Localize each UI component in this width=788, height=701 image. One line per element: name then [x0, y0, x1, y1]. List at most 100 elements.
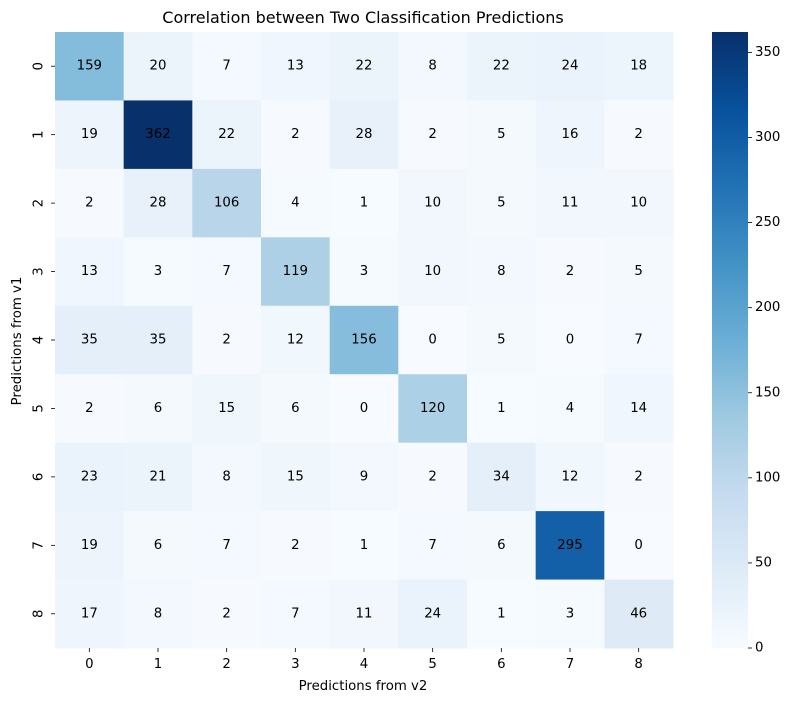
cell-value-label: 20: [150, 59, 167, 74]
cell-value-label: 2: [428, 469, 436, 484]
cell-value-label: 295: [557, 538, 582, 553]
x-tick-label: 8: [634, 657, 642, 672]
cell-value-label: 8: [154, 606, 162, 621]
heatmap-cell: [329, 168, 399, 238]
heatmap-cell: [398, 168, 468, 238]
cell-value-label: 13: [287, 59, 304, 74]
cell-value-label: 3: [154, 264, 162, 279]
x-tick-label: 7: [566, 657, 574, 672]
cell-value-label: 0: [634, 538, 642, 553]
cell-value-label: 24: [562, 59, 579, 74]
x-axis-ticks: 0 1 2 3 4 5 6 7 8: [85, 648, 643, 672]
cell-value-label: 12: [562, 469, 579, 484]
heatmap-cell: [192, 442, 262, 512]
heatmap-cell: [192, 32, 262, 101]
colorbar-tick-label: 350: [755, 45, 780, 60]
colorbar-tick-label: 0: [755, 641, 763, 656]
heatmap-cell: [604, 100, 674, 170]
cell-value-label: 5: [497, 333, 505, 348]
heatmap-cell: [467, 168, 537, 238]
heatmap-cell: [192, 237, 262, 307]
cell-value-label: 28: [150, 196, 167, 211]
heatmap-cell: [123, 100, 193, 170]
cell-value-label: 0: [428, 333, 436, 348]
heatmap-cell: [467, 100, 537, 170]
colorbar-tick-label: 300: [755, 130, 780, 145]
heatmap-cell: [604, 305, 674, 375]
heatmap-cell: [535, 100, 605, 170]
y-tick-label: 2: [32, 199, 47, 207]
cell-value-label: 156: [351, 333, 376, 348]
heatmap-cell: [123, 442, 193, 512]
cell-value-label: 6: [291, 401, 299, 416]
cell-value-label: 35: [81, 333, 98, 348]
cell-value-label: 362: [145, 127, 170, 142]
heatmap-cell: [535, 237, 605, 307]
heatmap-cell: [329, 442, 399, 512]
colorbar-tick-label: 100: [755, 470, 780, 485]
cell-value-label: 7: [291, 606, 299, 621]
cell-value-label: 34: [493, 469, 510, 484]
heatmap-cell: [398, 374, 468, 444]
cell-value-label: 17: [81, 606, 98, 621]
heatmap-cell: [329, 305, 399, 375]
heatmap-cell: [192, 511, 262, 581]
cell-value-label: 9: [360, 469, 368, 484]
cell-value-label: 12: [287, 333, 304, 348]
x-tick-label: 3: [291, 657, 299, 672]
y-tick-label: 1: [32, 130, 47, 138]
cell-value-label: 5: [634, 264, 642, 279]
heatmap-cell: [604, 32, 674, 101]
heatmap-cell: [398, 442, 468, 512]
heatmap-cell: [123, 32, 193, 101]
heatmap-cell: [123, 305, 193, 375]
heatmap-cell: [329, 32, 399, 101]
cell-value-label: 5: [497, 196, 505, 211]
colorbar-tick-label: 200: [755, 300, 780, 315]
cell-value-label: 24: [424, 606, 441, 621]
cell-value-label: 18: [630, 59, 647, 74]
heatmap-cell: [55, 579, 125, 649]
cell-value-label: 35: [150, 333, 167, 348]
cell-value-label: 10: [630, 196, 647, 211]
heatmap-cell: [192, 100, 262, 170]
heatmap-cell: [467, 579, 537, 649]
heatmap-cell: [261, 579, 331, 649]
heatmap-cell: [123, 168, 193, 238]
cell-value-label: 1: [360, 538, 368, 553]
cell-value-label: 8: [222, 469, 230, 484]
y-tick-label: 0: [32, 62, 47, 70]
cell-value-label: 22: [493, 59, 510, 74]
heatmap-cell: [261, 305, 331, 375]
heatmap-cell: [329, 579, 399, 649]
heatmap-cell: [535, 442, 605, 512]
chart-title: Correlation between Two Classification P…: [162, 8, 563, 27]
heatmap-cell: [261, 511, 331, 581]
heatmap-cell: [55, 100, 125, 170]
heatmap-cell: [123, 511, 193, 581]
y-tick-label: 8: [32, 610, 47, 618]
cell-value-label: 22: [218, 127, 235, 142]
cell-value-label: 2: [566, 264, 574, 279]
heatmap-cell: [55, 237, 125, 307]
cell-value-label: 46: [630, 606, 647, 621]
cell-value-label: 2: [291, 127, 299, 142]
x-axis-label: Predictions from v2: [299, 679, 428, 694]
cell-value-label: 19: [81, 127, 98, 142]
cell-value-label: 7: [222, 59, 230, 74]
heatmap-cell: [329, 100, 399, 170]
heatmap-cell: [604, 237, 674, 307]
heatmap-cell: [329, 237, 399, 307]
cell-value-label: 1: [360, 196, 368, 211]
heatmap-cell: [55, 32, 125, 101]
heatmap-cell: [604, 442, 674, 512]
heatmap-cell: [467, 32, 537, 101]
cell-value-label: 2: [291, 538, 299, 553]
cell-value-label: 10: [424, 196, 441, 211]
heatmap-cell: [604, 511, 674, 581]
heatmap-cell: [329, 374, 399, 444]
cell-value-label: 4: [566, 401, 574, 416]
heatmap-cell: [398, 100, 468, 170]
heatmap-cell: [329, 511, 399, 581]
cell-value-label: 15: [218, 401, 235, 416]
